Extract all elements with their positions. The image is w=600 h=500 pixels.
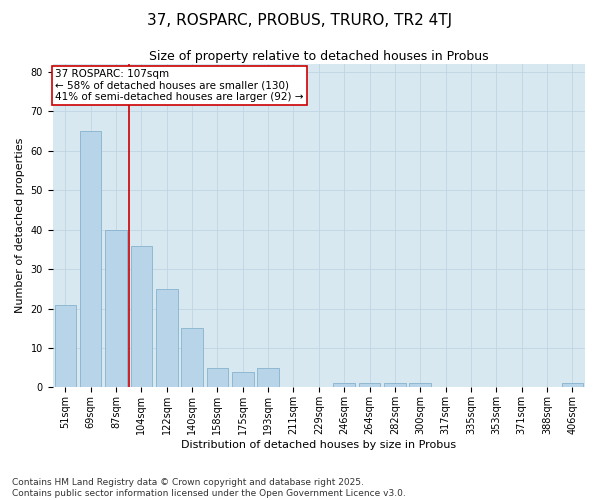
Bar [80,131,101,388]
Bar [206,368,228,388]
Bar [181,328,203,388]
Text: 37 ROSPARC: 107sqm
← 58% of detached houses are smaller (130)
41% of semi-detach: 37 ROSPARC: 107sqm ← 58% of detached hou… [55,69,304,102]
Y-axis label: Number of detached properties: Number of detached properties [15,138,25,314]
Bar [334,384,355,388]
X-axis label: Distribution of detached houses by size in Probus: Distribution of detached houses by size … [181,440,457,450]
Text: 37, ROSPARC, PROBUS, TRURO, TR2 4TJ: 37, ROSPARC, PROBUS, TRURO, TR2 4TJ [148,12,452,28]
Bar [562,384,583,388]
Bar [384,384,406,388]
Title: Size of property relative to detached houses in Probus: Size of property relative to detached ho… [149,50,488,63]
Bar [257,368,279,388]
Bar [409,384,431,388]
Text: Contains HM Land Registry data © Crown copyright and database right 2025.
Contai: Contains HM Land Registry data © Crown c… [12,478,406,498]
Bar [105,230,127,388]
Bar [359,384,380,388]
Bar [131,246,152,388]
Bar [156,289,178,388]
Bar [55,304,76,388]
Bar [232,372,254,388]
